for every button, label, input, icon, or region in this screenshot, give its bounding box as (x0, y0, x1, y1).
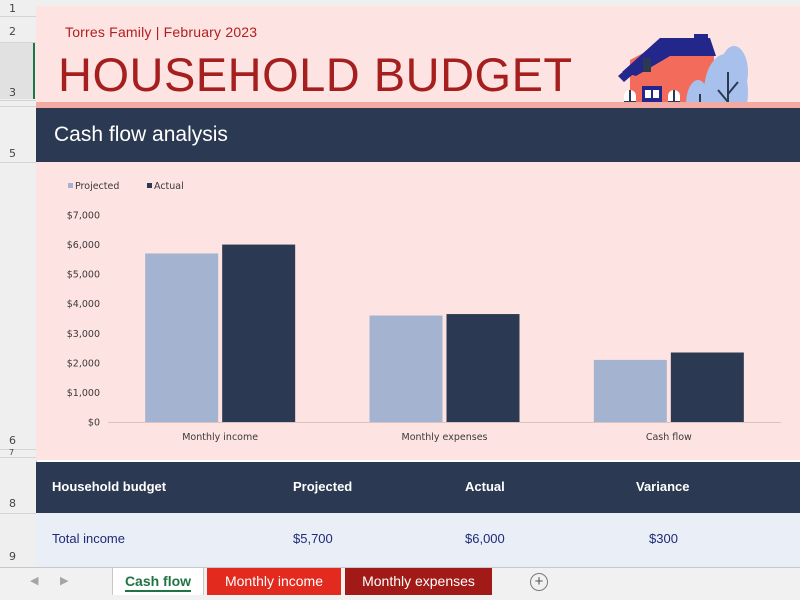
section-title: Cash flow analysis (54, 123, 228, 146)
y-tick-label: $5,000 (67, 270, 100, 281)
banner-subtitle: Torres Family | February 2023 (65, 24, 258, 40)
header-projected[interactable]: Projected (293, 479, 353, 494)
bar-cash-flow-actual[interactable] (670, 352, 744, 422)
row-number-6[interactable]: 6 (9, 434, 16, 447)
x-tick-label: Monthly income (182, 432, 258, 443)
row-number-7[interactable]: 7 (9, 448, 15, 457)
scroll-right-icon[interactable]: ▶ (60, 575, 69, 587)
y-tick-label: $3,000 (67, 329, 100, 340)
worksheet: Torres Family | February 2023 HOUSEHOLD … (36, 6, 800, 567)
section-header-band (36, 108, 800, 162)
tab-monthly-income[interactable]: Monthly income (207, 568, 341, 595)
table-header-row (36, 462, 800, 513)
row-number-9[interactable]: 9 (9, 550, 16, 563)
row-number-1[interactable]: 1 (9, 2, 16, 15)
selected-row-highlight (0, 42, 35, 99)
legend-swatch-0 (68, 183, 73, 188)
row-number-3[interactable]: 3 (9, 86, 16, 99)
plus-circle-icon[interactable]: + (530, 573, 548, 591)
cash-flow-chart[interactable]: Projected Actual $0 $1,000 $2,000 $3,000 $4,00… (36, 162, 800, 460)
banner-title: HOUSEHOLD BUDGET (58, 48, 573, 101)
cell-total-income-variance[interactable]: $300 (649, 531, 678, 546)
row-header-column: 1 2 3 5 6 7 8 9 (0, 0, 37, 567)
legend-label-0: Projected (75, 181, 119, 192)
tab-monthly-expenses[interactable]: Monthly expenses (345, 568, 492, 595)
row-number-8[interactable]: 8 (9, 497, 16, 510)
sheet-tab-bar: ◀ ▶ Cash flow Monthly income Monthly exp… (0, 567, 800, 600)
y-tick-label: $4,000 (67, 299, 100, 310)
banner-accent-band (36, 102, 800, 108)
y-tick-label: $2,000 (67, 358, 100, 369)
scroll-left-icon[interactable]: ◀ (30, 575, 39, 587)
bar-monthly-expenses-projected[interactable] (369, 315, 443, 422)
row-number-2[interactable]: 2 (9, 25, 16, 38)
y-tick-label: $6,000 (67, 240, 100, 251)
cell-total-income-actual[interactable]: $6,000 (465, 531, 505, 546)
cell-total-income-label[interactable]: Total income (52, 531, 125, 546)
bar-monthly-income-projected[interactable] (145, 253, 219, 422)
y-tick-label: $1,000 (67, 388, 100, 399)
table-row (36, 513, 800, 567)
bar-monthly-income-actual[interactable] (222, 244, 296, 422)
bar-monthly-expenses-actual[interactable] (446, 314, 520, 422)
header-household-budget[interactable]: Household budget (52, 479, 167, 494)
bar-cash-flow-projected[interactable] (593, 359, 667, 422)
header-actual[interactable]: Actual (465, 479, 505, 494)
legend-swatch-1 (147, 183, 152, 188)
header-variance[interactable]: Variance (636, 479, 690, 494)
row-number-5[interactable]: 5 (9, 147, 16, 160)
y-tick-label: $0 (88, 418, 100, 429)
legend-label-1: Actual (154, 181, 184, 192)
tab-cash-flow[interactable]: Cash flow (112, 568, 204, 595)
x-tick-label: Monthly expenses (402, 432, 488, 443)
cell-total-income-projected[interactable]: $5,700 (293, 531, 333, 546)
x-tick-label: Cash flow (646, 432, 692, 443)
y-tick-label: $7,000 (67, 211, 100, 222)
tab-label: Cash flow (124, 573, 192, 589)
